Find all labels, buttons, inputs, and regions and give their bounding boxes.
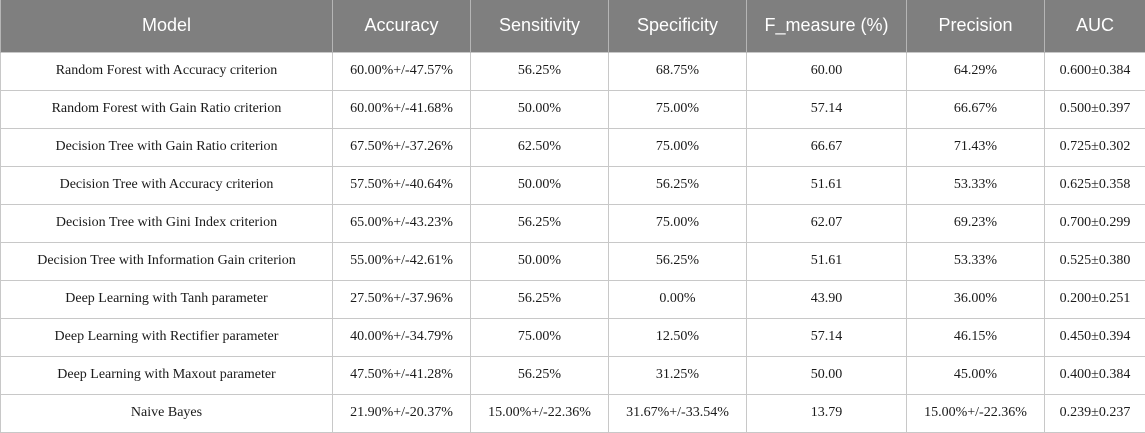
header-model: Model (0, 0, 333, 52)
cell-f-measure: 57.14 (746, 89, 907, 129)
cell-accuracy: 60.00%+/-47.57% (332, 51, 471, 91)
cell-precision: 46.15% (906, 317, 1045, 357)
cell-sensitivity: 62.50% (470, 127, 609, 167)
cell-sensitivity: 50.00% (470, 241, 609, 281)
table-row: Decision Tree with Accuracy criterion 57.… (0, 165, 1145, 205)
cell-f-measure: 43.90 (746, 279, 907, 319)
header-f-measure: F_measure (%) (746, 0, 907, 52)
table-row: Deep Learning with Maxout parameter 47.50… (0, 355, 1145, 395)
cell-specificity: 56.25% (608, 165, 747, 205)
table-row: Naive Bayes 21.90%+/-20.37% 15.00%+/-22.36… (0, 393, 1145, 433)
cell-precision: 64.29% (906, 51, 1045, 91)
cell-specificity: 31.25% (608, 355, 747, 395)
cell-auc: 0.500±0.397 (1044, 89, 1145, 129)
cell-sensitivity: 56.25% (470, 279, 609, 319)
cell-sensitivity: 50.00% (470, 165, 609, 205)
cell-model: Naive Bayes (0, 393, 333, 433)
cell-auc: 0.525±0.380 (1044, 241, 1145, 281)
header-precision: Precision (906, 0, 1045, 52)
cell-model: Deep Learning with Maxout parameter (0, 355, 333, 395)
cell-precision: 53.33% (906, 241, 1045, 281)
cell-precision: 36.00% (906, 279, 1045, 319)
cell-specificity: 31.67%+/-33.54% (608, 393, 747, 433)
cell-sensitivity: 56.25% (470, 355, 609, 395)
table-row: Decision Tree with Gini Index criterion 6… (0, 203, 1145, 243)
cell-precision: 66.67% (906, 89, 1045, 129)
table-row: Decision Tree with Information Gain crit… (0, 241, 1145, 281)
cell-specificity: 0.00% (608, 279, 747, 319)
cell-sensitivity: 15.00%+/-22.36% (470, 393, 609, 433)
cell-model: Random Forest with Gain Ratio criterion (0, 89, 333, 129)
cell-auc: 0.239±0.237 (1044, 393, 1145, 433)
cell-specificity: 12.50% (608, 317, 747, 357)
cell-f-measure: 60.00 (746, 51, 907, 91)
cell-sensitivity: 50.00% (470, 89, 609, 129)
header-auc: AUC (1044, 0, 1145, 52)
cell-auc: 0.625±0.358 (1044, 165, 1145, 205)
cell-sensitivity: 75.00% (470, 317, 609, 357)
cell-specificity: 75.00% (608, 203, 747, 243)
table-row: Deep Learning with Tanh parameter 27.50%+… (0, 279, 1145, 319)
cell-specificity: 75.00% (608, 89, 747, 129)
cell-f-measure: 57.14 (746, 317, 907, 357)
cell-sensitivity: 56.25% (470, 203, 609, 243)
cell-accuracy: 40.00%+/-34.79% (332, 317, 471, 357)
cell-precision: 71.43% (906, 127, 1045, 167)
cell-accuracy: 60.00%+/-41.68% (332, 89, 471, 129)
cell-auc: 0.450±0.394 (1044, 317, 1145, 357)
cell-accuracy: 55.00%+/-42.61% (332, 241, 471, 281)
cell-accuracy: 67.50%+/-37.26% (332, 127, 471, 167)
cell-specificity: 75.00% (608, 127, 747, 167)
table-header: Model Accuracy Sensitivity Specificity F… (0, 0, 1145, 52)
header-specificity: Specificity (608, 0, 747, 52)
cell-auc: 0.700±0.299 (1044, 203, 1145, 243)
cell-auc: 0.725±0.302 (1044, 127, 1145, 167)
cell-model: Deep Learning with Rectifier parameter (0, 317, 333, 357)
cell-accuracy: 21.90%+/-20.37% (332, 393, 471, 433)
cell-auc: 0.400±0.384 (1044, 355, 1145, 395)
cell-f-measure: 66.67 (746, 127, 907, 167)
cell-accuracy: 27.50%+/-37.96% (332, 279, 471, 319)
cell-accuracy: 47.50%+/-41.28% (332, 355, 471, 395)
cell-specificity: 68.75% (608, 51, 747, 91)
cell-model: Decision Tree with Information Gain crit… (0, 241, 333, 281)
cell-f-measure: 13.79 (746, 393, 907, 433)
cell-accuracy: 65.00%+/-43.23% (332, 203, 471, 243)
cell-f-measure: 51.61 (746, 241, 907, 281)
cell-f-measure: 50.00 (746, 355, 907, 395)
header-row: Model Accuracy Sensitivity Specificity F… (0, 0, 1145, 52)
cell-model: Random Forest with Accuracy criterion (0, 51, 333, 91)
cell-accuracy: 57.50%+/-40.64% (332, 165, 471, 205)
cell-model: Deep Learning with Tanh parameter (0, 279, 333, 319)
cell-f-measure: 62.07 (746, 203, 907, 243)
cell-model: Decision Tree with Accuracy criterion (0, 165, 333, 205)
cell-auc: 0.600±0.384 (1044, 51, 1145, 91)
cell-precision: 15.00%+/-22.36% (906, 393, 1045, 433)
cell-precision: 45.00% (906, 355, 1045, 395)
cell-f-measure: 51.61 (746, 165, 907, 205)
table-row: Random Forest with Accuracy criterion 60.… (0, 51, 1145, 91)
cell-specificity: 56.25% (608, 241, 747, 281)
cell-sensitivity: 56.25% (470, 51, 609, 91)
cell-model: Decision Tree with Gini Index criterion (0, 203, 333, 243)
table-row: Deep Learning with Rectifier parameter 40… (0, 317, 1145, 357)
cell-model: Decision Tree with Gain Ratio criterion (0, 127, 333, 167)
cell-precision: 69.23% (906, 203, 1045, 243)
cell-precision: 53.33% (906, 165, 1045, 205)
header-sensitivity: Sensitivity (470, 0, 609, 52)
cell-auc: 0.200±0.251 (1044, 279, 1145, 319)
table-row: Decision Tree with Gain Ratio criterion 6… (0, 127, 1145, 167)
header-accuracy: Accuracy (332, 0, 471, 52)
table-row: Random Forest with Gain Ratio criterion 6… (0, 89, 1145, 129)
table-body: Random Forest with Accuracy criterion 60.… (0, 51, 1145, 433)
